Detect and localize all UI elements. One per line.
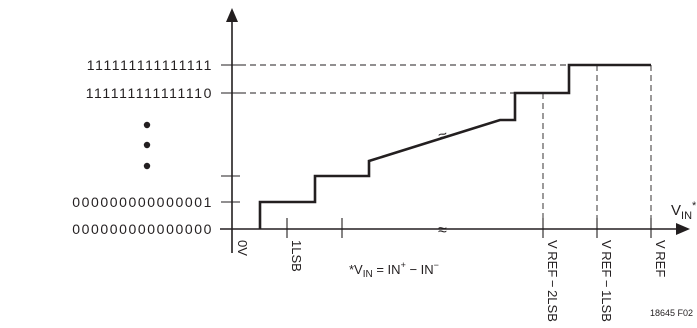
x-axis-title-main: V <box>671 202 681 219</box>
transfer-function-staircase <box>258 63 651 229</box>
x-axis-title-sub: IN <box>681 210 692 222</box>
x-axis-arrow <box>676 223 690 235</box>
break-mark-x-axis: ≈ <box>438 222 447 239</box>
ellipsis-dot-3 <box>143 162 151 170</box>
y-label-code-one: 000000000000001 <box>72 194 213 210</box>
footnote-plus: + <box>401 260 406 270</box>
y-label-code-top: 111111111111111 <box>87 57 213 73</box>
footnote-minus: − <box>434 260 439 270</box>
footnote-prefix: *V <box>349 262 363 277</box>
y-label-code-zero: 000000000000000 <box>72 221 213 237</box>
ellipsis-dot-1 <box>143 121 151 129</box>
x-label-vref-2lsb: V REF − 2LSB <box>545 240 560 322</box>
x-axis-title: VIN* <box>671 200 697 222</box>
footnote-sub: IN <box>363 269 373 280</box>
ellipsis-dot-2 <box>143 141 151 149</box>
x-label-vref-1lsb: V REF − 1LSB <box>599 240 614 322</box>
y-axis-arrow <box>226 8 238 22</box>
x-label-1lsb: 1LSB <box>289 240 304 272</box>
footnote-eq: = IN <box>373 262 401 277</box>
footnote-minus-sep: − IN <box>406 262 434 277</box>
y-label-code-second: 111111111111110 <box>86 85 213 101</box>
figure-id: 18645 F02 <box>650 308 693 318</box>
x-label-0v: 0V <box>235 240 250 256</box>
x-label-vref: V REF <box>653 240 668 277</box>
x-axis-title-sup: * <box>692 200 697 212</box>
footnote-vin-definition: *VIN = IN+ − IN− <box>349 260 439 280</box>
